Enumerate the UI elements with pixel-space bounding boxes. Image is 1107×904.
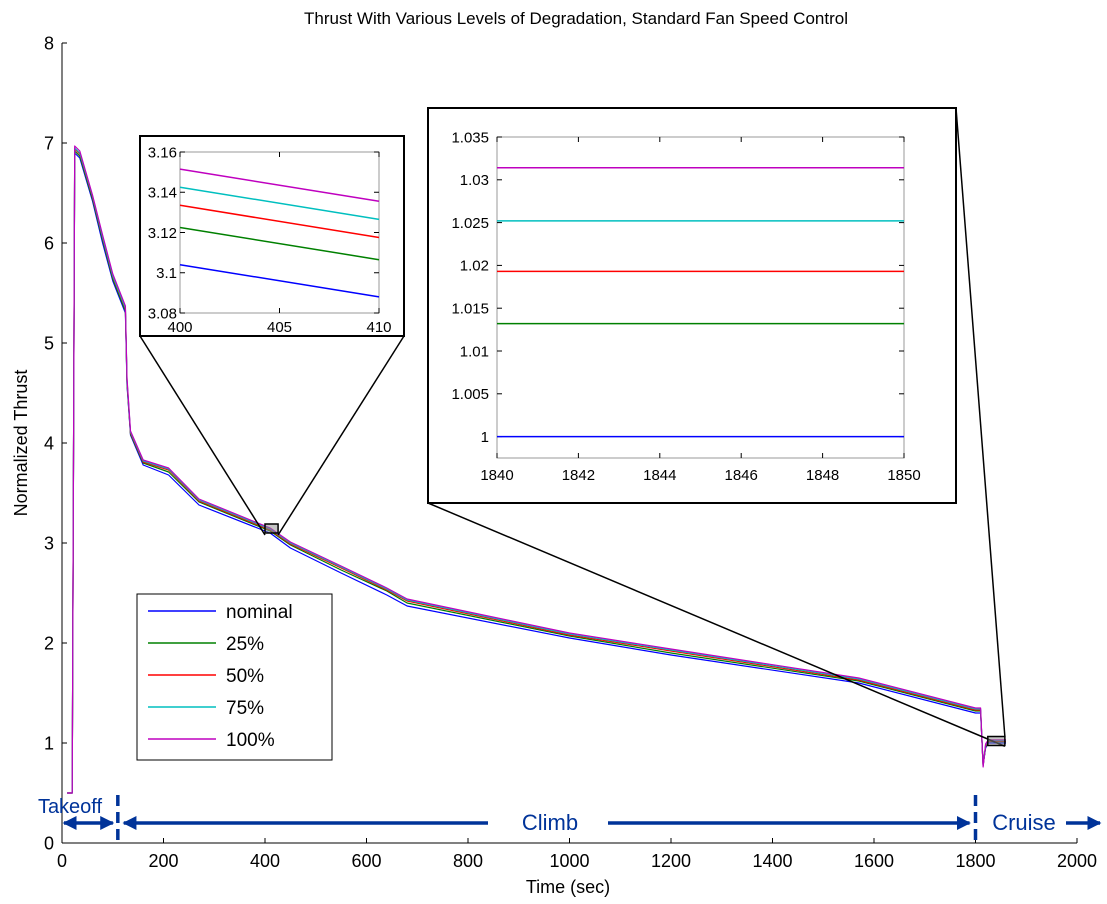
inset-2-y-tick-label: 1.015 — [451, 300, 489, 317]
inset-1-x-tick-label: 405 — [267, 319, 292, 336]
main-y-tick-label: 1 — [44, 733, 54, 753]
callout-line-2-left — [427, 502, 1006, 747]
main-plot-area: 0 200 400 600 800 1000 1200 1400 1600 1800 2000012… — [44, 33, 1097, 871]
phase-label-cruise: Cruise — [992, 810, 1056, 835]
main-x-tick-label: 1200 — [651, 851, 691, 871]
inset-1-y-tick-label: 3.16 — [148, 144, 177, 161]
inset-zoom-climb: 400 405 410 3.08 3.1 3.12 3.14 3.16 — [139, 135, 405, 337]
main-y-tick-label: 0 — [44, 833, 54, 853]
main-series-100pct — [67, 145, 1006, 794]
main-x-tick-label: 400 — [250, 851, 280, 871]
zoom-marker-climb — [264, 523, 279, 534]
main-x-tick-label: 600 — [351, 851, 381, 871]
phase-label-climb: Climb — [522, 810, 578, 835]
legend-label-100pct: 100% — [226, 730, 275, 751]
main-x-tick-label: 1600 — [854, 851, 894, 871]
y-axis-label: Normalized Thrust — [11, 370, 31, 517]
legend-label-50pct: 50% — [226, 666, 264, 687]
inset-1-series-100pct — [179, 168, 380, 203]
inset-1-y-tick-label: 3.08 — [148, 305, 177, 322]
inset-zoom-cruise: 1840 1842 1844 1846 1848 1850 1 1.005 1.01 1.015 1… — [427, 107, 957, 504]
zoom-marker-cruise — [987, 735, 1006, 747]
legend-label-nominal: nominal — [226, 602, 293, 623]
inset-2-y-tick-label: 1.025 — [451, 215, 489, 232]
main-x-tick-label: 800 — [453, 851, 483, 871]
legend-label-25pct: 25% — [226, 634, 264, 655]
inset-2-x-tick-label: 1842 — [562, 467, 595, 484]
inset-2-y-tick-label: 1.01 — [460, 343, 489, 360]
inset-1-series-nominal — [179, 263, 380, 298]
inset-1-x-tick-label: 400 — [167, 319, 192, 336]
inset-1-series-25pct — [179, 226, 380, 261]
main-x-tick-label: 1800 — [955, 851, 995, 871]
legend: nominal 25% 50% 75% 100% — [136, 593, 333, 761]
inset-2-axes-box — [496, 136, 905, 459]
flight-phase-annotations: Takeoff Climb Cruise — [38, 795, 1102, 840]
main-y-tick-label: 4 — [44, 433, 54, 453]
x-axis-label: Time (sec) — [526, 877, 610, 897]
inset-2-y-tick-label: 1.03 — [460, 172, 489, 189]
inset-1-x-tick-label: 410 — [366, 319, 391, 336]
inset-2-y-tick-label: 1.005 — [451, 386, 489, 403]
inset-1-y-tick-label: 3.14 — [148, 185, 177, 202]
main-x-tick-label: 1000 — [549, 851, 589, 871]
inset-2-x-tick-label: 1846 — [725, 467, 758, 484]
main-x-tick-label: 200 — [148, 851, 178, 871]
inset-1-y-tick-label: 3.12 — [148, 225, 177, 242]
inset-2-y-tick-label: 1.02 — [460, 258, 489, 275]
main-x-tick-label: 1400 — [752, 851, 792, 871]
inset-2-y-tick-label: 1 — [481, 429, 489, 446]
legend-label-75pct: 75% — [226, 698, 264, 719]
main-x-tick-label: 2000 — [1057, 851, 1097, 871]
callout-line-1-right — [277, 335, 405, 536]
callout-line-1-left — [139, 335, 266, 536]
legend-box — [136, 593, 333, 761]
inset-1-series-75pct — [179, 186, 380, 221]
zoom-callout-lines — [139, 107, 1006, 747]
main-y-tick-label: 8 — [44, 33, 54, 53]
inset-2-x-tick-label: 1844 — [643, 467, 676, 484]
phase-label-takeoff: Takeoff — [38, 796, 103, 818]
inset-2-x-tick-label: 1848 — [806, 467, 839, 484]
inset-2-x-tick-label: 1850 — [887, 467, 920, 484]
callout-line-2-right — [955, 107, 1006, 737]
main-y-tick-label: 6 — [44, 233, 54, 253]
main-y-tick-label: 7 — [44, 133, 54, 153]
main-x-tick-label: 0 — [57, 851, 67, 871]
main-y-tick-label: 5 — [44, 333, 54, 353]
inset-2-x-tick-label: 1840 — [480, 467, 513, 484]
inset-1-series-50pct — [179, 204, 380, 239]
inset-2-y-tick-label: 1.035 — [451, 129, 489, 146]
main-y-tick-label: 3 — [44, 533, 54, 553]
main-y-tick-label: 2 — [44, 633, 54, 653]
chart-title: Thrust With Various Levels of Degradatio… — [304, 9, 848, 28]
inset-1-y-tick-label: 3.1 — [156, 265, 177, 282]
